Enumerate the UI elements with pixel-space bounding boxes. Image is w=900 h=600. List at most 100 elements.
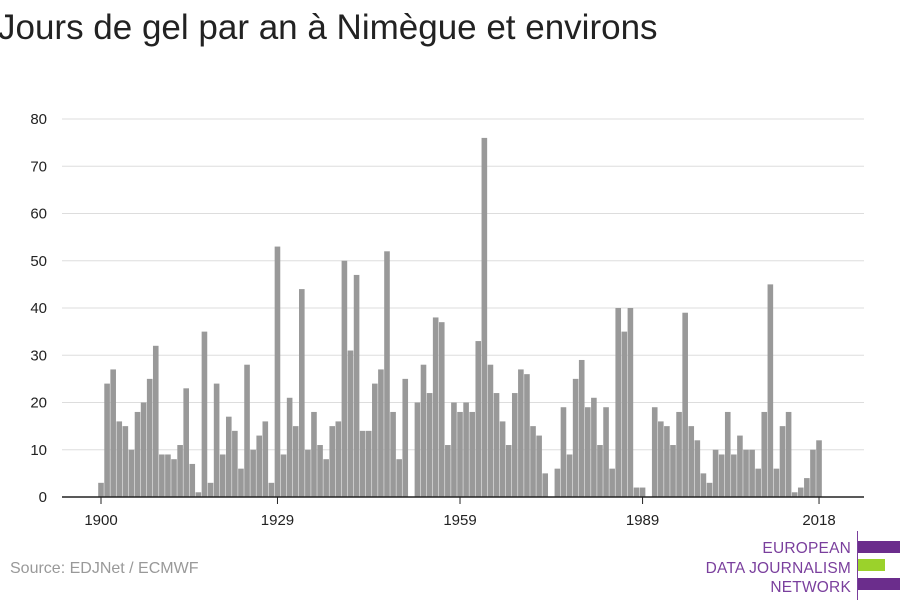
bar-1985 — [615, 308, 622, 497]
logo-text: EUROPEAN DATA JOURNALISM NETWORK — [706, 539, 851, 598]
bar-2003 — [724, 411, 731, 497]
bar-1999 — [700, 473, 707, 497]
bar-1930 — [280, 454, 287, 497]
bar-1959 — [457, 411, 463, 497]
bar-1900 — [98, 482, 104, 497]
bar-1936 — [317, 445, 323, 497]
bar-1904 — [122, 426, 129, 497]
bar-1945 — [372, 383, 378, 497]
bar-1908 — [146, 378, 153, 497]
bar-1981 — [591, 397, 597, 497]
bar-1931 — [286, 397, 293, 497]
bar-1956 — [438, 322, 445, 497]
bar-2004 — [731, 454, 737, 497]
bar-1970 — [524, 374, 530, 497]
bar-1994 — [670, 445, 676, 497]
bar-1912 — [171, 459, 177, 497]
x-tick-label: 1959 — [443, 512, 476, 529]
bar-1978 — [572, 378, 579, 497]
x-tick-label: 2018 — [802, 512, 835, 529]
bar-2014 — [791, 492, 798, 497]
bar-2006 — [743, 449, 749, 497]
bar-1901 — [104, 383, 110, 497]
y-tick-label: 50 — [30, 253, 47, 270]
logo-bar-bottom — [858, 578, 900, 590]
bar-1913 — [177, 445, 183, 497]
chart-title: Jours de gel par an à Nimègue et environ… — [0, 8, 658, 47]
bar-1983 — [603, 407, 609, 497]
bar-1903 — [116, 421, 123, 497]
bar-1993 — [664, 426, 670, 497]
bars — [98, 137, 822, 497]
bar-1991 — [651, 407, 658, 497]
bar-1977 — [566, 454, 573, 497]
bar-1921 — [225, 416, 232, 497]
bar-2008 — [755, 468, 761, 497]
bar-2010 — [767, 284, 774, 497]
bar-1973 — [542, 473, 549, 497]
bar-1964 — [487, 364, 494, 497]
bar-2017 — [810, 449, 816, 497]
bar-1986 — [621, 331, 628, 497]
y-tick-label: 40 — [30, 300, 47, 317]
bar-1909 — [152, 345, 159, 497]
bar-1975 — [554, 468, 561, 497]
bar-1987 — [627, 308, 634, 497]
x-tick-label: 1900 — [84, 512, 117, 529]
bar-1906 — [134, 411, 141, 497]
bar-1920 — [219, 454, 226, 497]
bar-1940 — [341, 260, 348, 497]
y-tick-label: 60 — [30, 206, 47, 223]
y-tick-label: 10 — [30, 442, 47, 459]
bar-1944 — [365, 430, 372, 497]
bar-1941 — [347, 350, 354, 497]
y-tick-label: 0 — [39, 489, 47, 506]
bar-2011 — [773, 468, 780, 497]
bar-1949 — [396, 459, 402, 497]
bar-1963 — [481, 137, 488, 497]
logo-line-3: NETWORK — [770, 579, 851, 596]
bar-1960 — [463, 402, 469, 497]
bar-1971 — [530, 426, 536, 497]
bar-1997 — [688, 426, 695, 497]
bar-2015 — [797, 487, 804, 497]
bar-2018 — [816, 440, 822, 497]
logo-bar-middle — [858, 559, 885, 571]
bar-2009 — [761, 411, 768, 497]
bar-1950 — [402, 378, 409, 497]
bar-1922 — [232, 430, 238, 497]
bar-1979 — [578, 359, 585, 497]
bar-1911 — [165, 454, 171, 497]
bar-1943 — [359, 430, 366, 497]
bar-1902 — [110, 369, 116, 497]
grid-lines — [62, 118, 864, 451]
bar-1995 — [676, 411, 682, 497]
y-tick-label: 20 — [30, 395, 47, 412]
bar-1919 — [213, 383, 220, 497]
y-tick-label: 80 — [30, 111, 47, 128]
bar-1923 — [238, 468, 244, 497]
bar-1933 — [299, 289, 305, 497]
bar-1946 — [378, 369, 384, 497]
bar-1965 — [493, 393, 500, 497]
bar-1914 — [183, 388, 189, 497]
bar-1962 — [475, 341, 482, 497]
bar-1989 — [639, 487, 646, 497]
source-note: Source: EDJNet / ECMWF — [10, 560, 199, 577]
bar-1929 — [274, 246, 281, 497]
logo-bar-top — [858, 541, 900, 553]
bar-2013 — [785, 411, 792, 497]
bar-1958 — [451, 402, 457, 497]
bar-1954 — [426, 393, 433, 497]
bar-2002 — [718, 454, 725, 497]
bar-1966 — [499, 421, 506, 497]
bar-1982 — [597, 445, 603, 497]
logo-line-1: EUROPEAN — [762, 540, 851, 557]
bar-1926 — [256, 435, 263, 497]
bar-1972 — [536, 435, 542, 497]
bar-1998 — [694, 440, 701, 497]
x-tick-label: 1989 — [626, 512, 659, 529]
bar-1925 — [250, 449, 256, 497]
bar-1961 — [469, 411, 475, 497]
bar-1907 — [140, 402, 147, 497]
